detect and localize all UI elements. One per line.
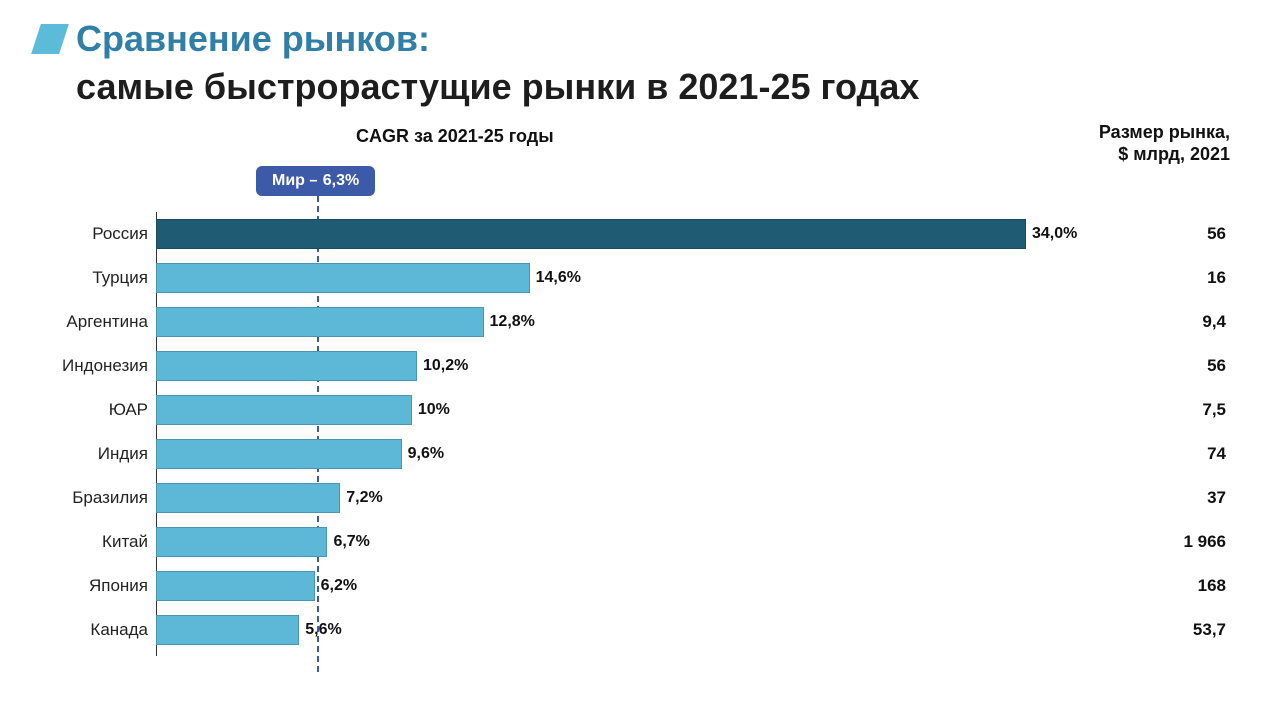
- bar-track: 5,6%: [156, 615, 1026, 645]
- bar-value-label: 10,2%: [417, 351, 468, 381]
- bar: [156, 395, 412, 425]
- bar-value-label: 34,0%: [1026, 219, 1077, 249]
- bar: [156, 527, 327, 557]
- bar-row: Бразилия 7,2% 37: [36, 476, 1230, 520]
- market-size-title-line1: Размер рынка,: [1099, 122, 1230, 142]
- title-primary: Сравнение рынков:: [76, 18, 430, 60]
- cagr-axis-title: CAGR за 2021-25 годы: [356, 126, 554, 147]
- bar: [156, 307, 484, 337]
- bar-rows-container: Россия34,0%56Турция14,6%16Аргентина12,8%…: [36, 212, 1230, 652]
- bar: [156, 263, 530, 293]
- bar-value-label: 9,6%: [402, 439, 444, 469]
- bar-value-label: 12,8%: [484, 307, 535, 337]
- country-label: Япония: [36, 576, 156, 596]
- bar: [156, 439, 402, 469]
- bar-track: 6,7%: [156, 527, 1026, 557]
- market-size-value: 56: [1026, 356, 1230, 376]
- market-size-value: 7,5: [1026, 400, 1230, 420]
- country-label: Россия: [36, 224, 156, 244]
- bar-track: 9,6%: [156, 439, 1026, 469]
- bar-value-label: 14,6%: [530, 263, 581, 293]
- bar: [156, 483, 340, 513]
- bar: [156, 615, 299, 645]
- bar-value-label: 5,6%: [299, 615, 341, 645]
- bar-row: Индонезия 10,2% 56: [36, 344, 1230, 388]
- country-label: Турция: [36, 268, 156, 288]
- market-size-value: 16: [1026, 268, 1230, 288]
- bar-track: 12,8%: [156, 307, 1026, 337]
- world-average-badge: Мир – 6,3%: [256, 166, 375, 196]
- market-size-value: 37: [1026, 488, 1230, 508]
- title-line1: Сравнение рынков:: [36, 18, 1230, 60]
- country-label: Аргентина: [36, 312, 156, 332]
- country-label: ЮАР: [36, 400, 156, 420]
- chart-header: CAGR за 2021-25 годы Размер рынка, $ млр…: [36, 126, 1230, 166]
- bar-row: Аргентина 12,8% 9,4: [36, 300, 1230, 344]
- bar-track: 34,0%: [156, 219, 1026, 249]
- bar: [156, 571, 315, 601]
- bar-value-label: 6,7%: [327, 527, 369, 557]
- country-label: Канада: [36, 620, 156, 640]
- bar-row: Япония 6,2% 168: [36, 564, 1230, 608]
- bar-row: Турция 14,6% 16: [36, 256, 1230, 300]
- country-label: Бразилия: [36, 488, 156, 508]
- bar-row: Канада 5,6% 53,7: [36, 608, 1230, 652]
- bar-value-label: 7,2%: [340, 483, 382, 513]
- accent-slash-icon: [31, 24, 69, 54]
- country-label: Китай: [36, 532, 156, 552]
- market-size-column-title: Размер рынка, $ млрд, 2021: [1099, 122, 1230, 165]
- bar-value-label: 6,2%: [315, 571, 357, 601]
- bar: [156, 351, 417, 381]
- country-label: Индия: [36, 444, 156, 464]
- bar-row: Россия34,0%56: [36, 212, 1230, 256]
- market-size-value: 1 966: [1026, 532, 1230, 552]
- bar-track: 6,2%: [156, 571, 1026, 601]
- market-size-value: 53,7: [1026, 620, 1230, 640]
- title-secondary: самые быстрорастущие рынки в 2021-25 год…: [76, 66, 1230, 108]
- bar-row: Индия 9,6% 74: [36, 432, 1230, 476]
- title-block: Сравнение рынков: самые быстрорастущие р…: [36, 18, 1230, 108]
- market-size-value: 9,4: [1026, 312, 1230, 332]
- market-size-title-line2: $ млрд, 2021: [1118, 144, 1230, 164]
- slide-root: Сравнение рынков: самые быстрорастущие р…: [0, 0, 1266, 717]
- market-size-value: 168: [1026, 576, 1230, 596]
- chart-area: CAGR за 2021-25 годы Размер рынка, $ млр…: [36, 126, 1230, 646]
- bar-track: 10,2%: [156, 351, 1026, 381]
- bar-row: ЮАР 10% 7,5: [36, 388, 1230, 432]
- bar-value-label: 10%: [412, 395, 450, 425]
- market-size-value: 74: [1026, 444, 1230, 464]
- bar-highlight: [156, 219, 1026, 249]
- bar-track: 10%: [156, 395, 1026, 425]
- bar-row: Китай 6,7% 1 966: [36, 520, 1230, 564]
- bar-track: 14,6%: [156, 263, 1026, 293]
- bar-track: 7,2%: [156, 483, 1026, 513]
- country-label: Индонезия: [36, 356, 156, 376]
